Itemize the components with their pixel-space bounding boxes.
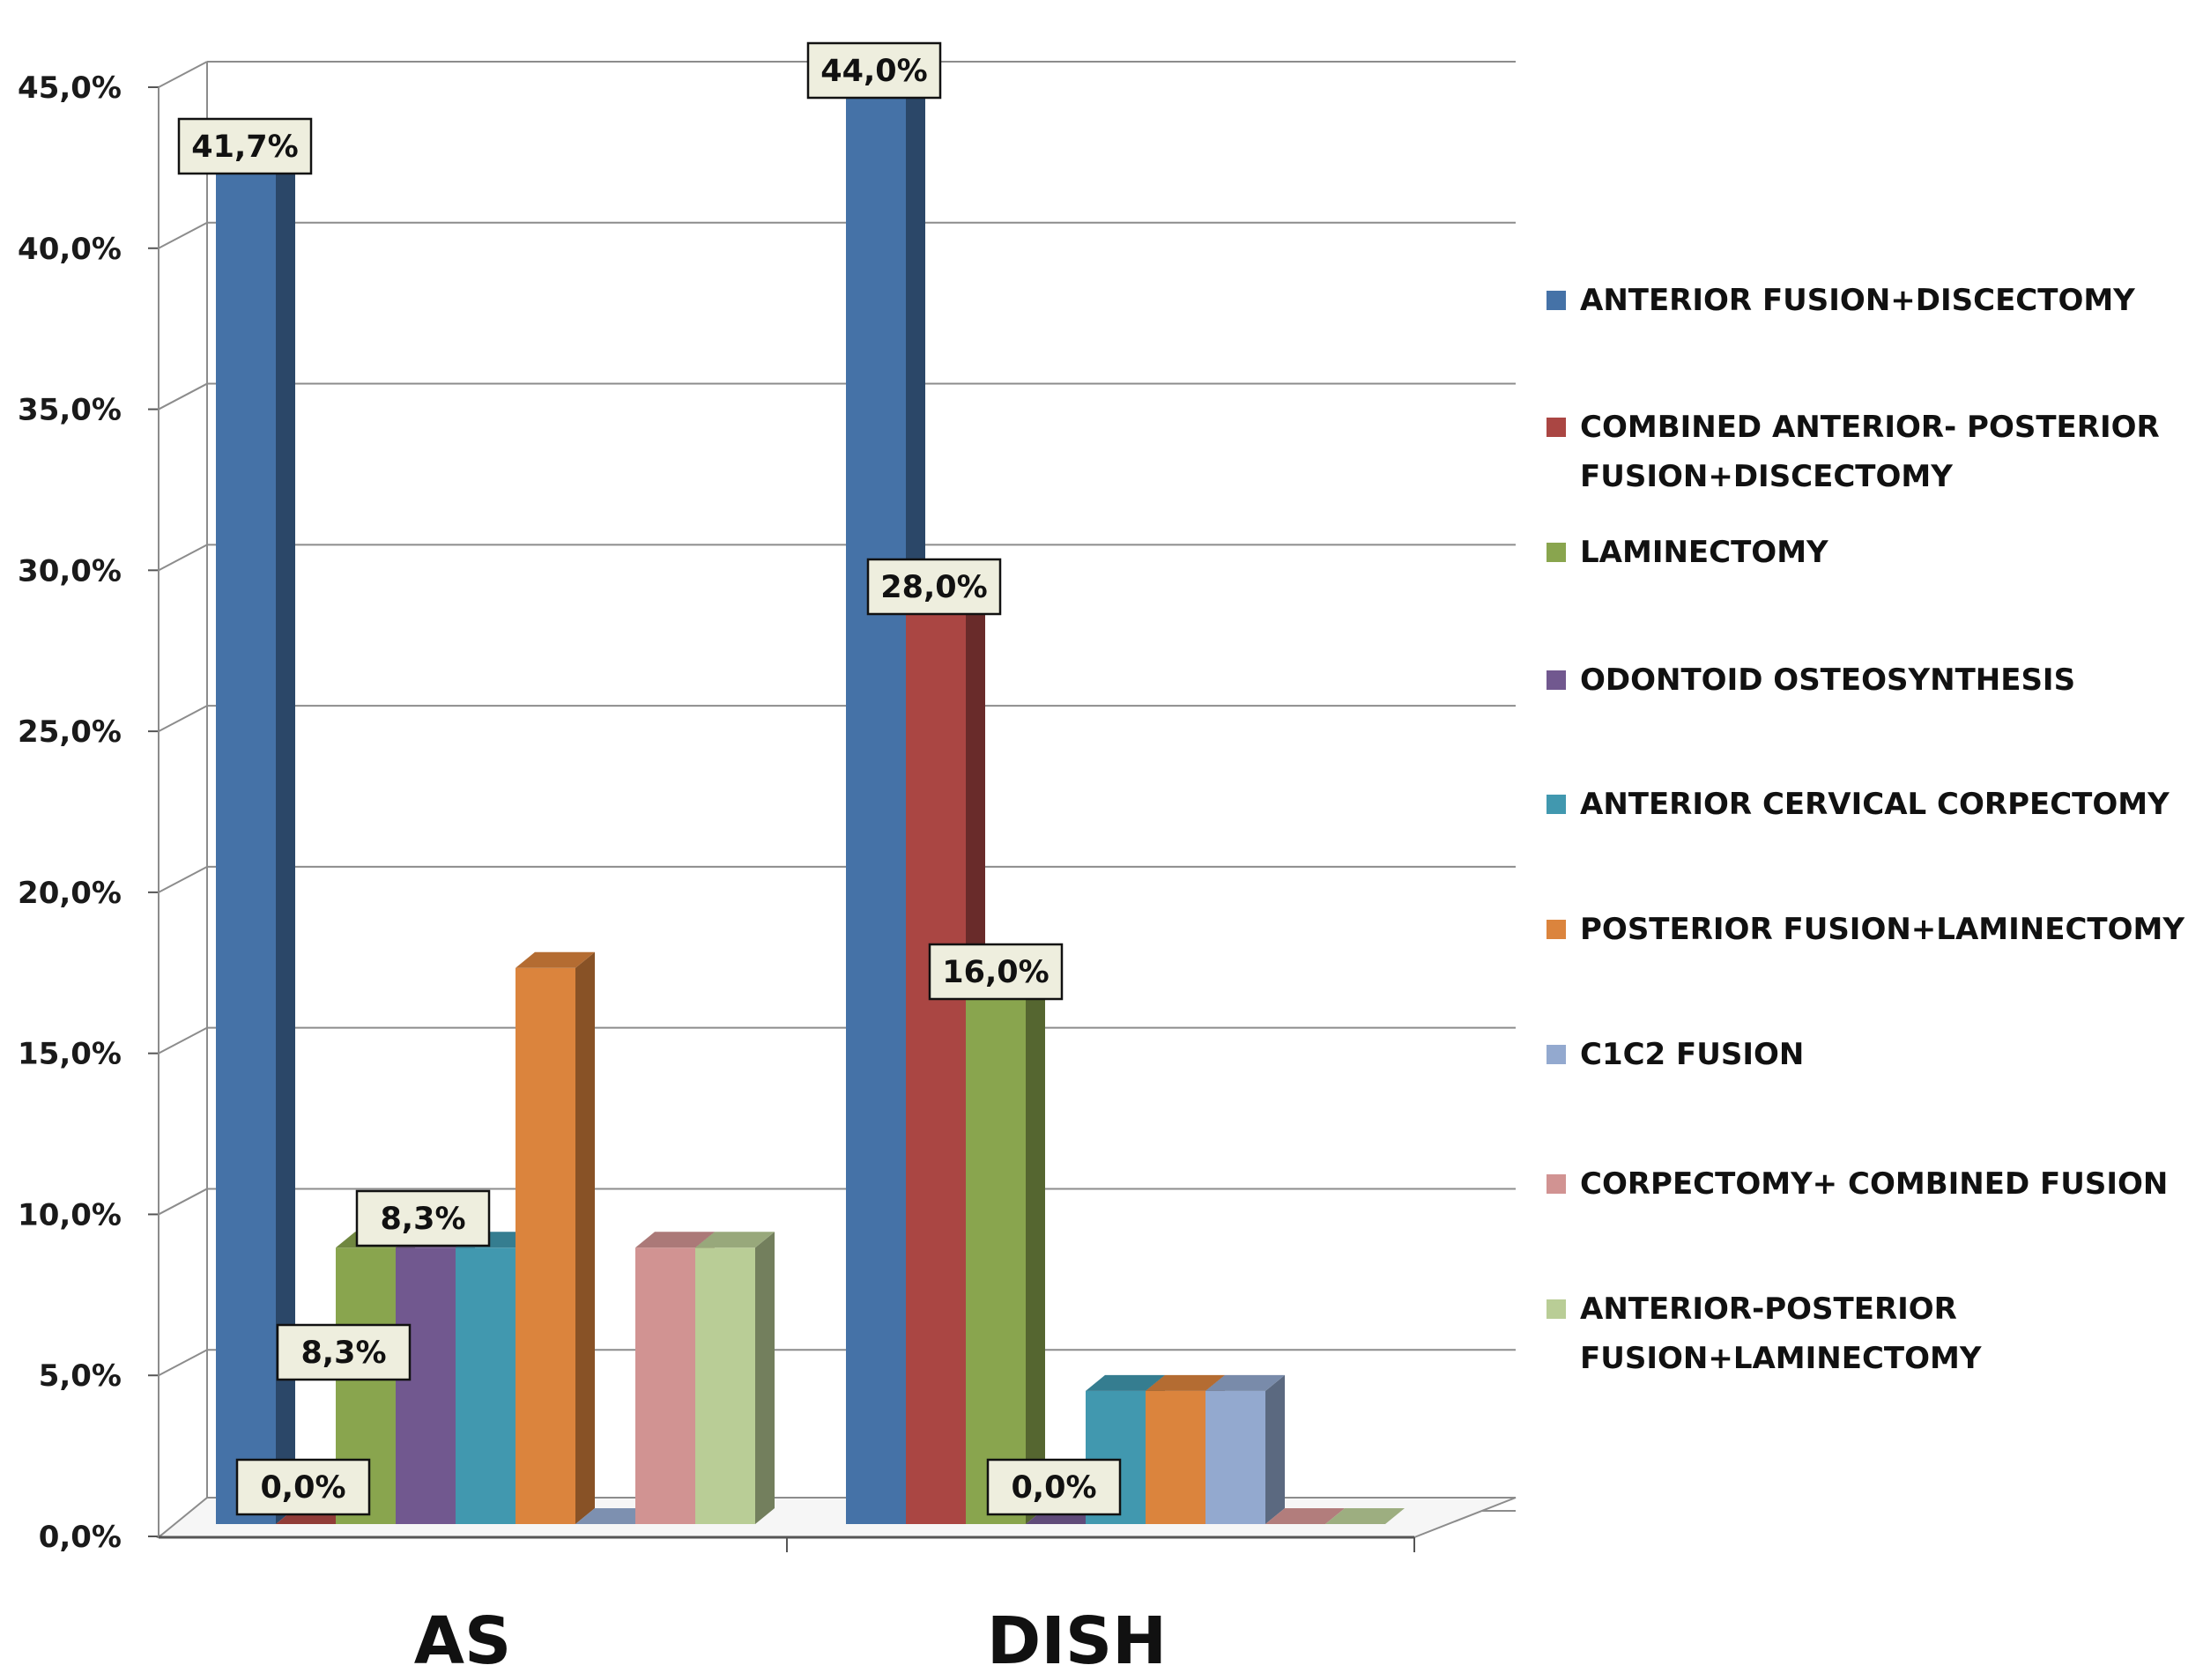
legend-entry: FUSION+DISCECTOMY — [1580, 459, 1953, 494]
legend-entry: COMBINED ANTERIOR- POSTERIOR — [1580, 410, 2160, 445]
data-label: 41,7% — [191, 130, 298, 165]
gridline-diagonal — [158, 544, 208, 572]
legend-entry: FUSION+LAMINECTOMY — [1580, 1341, 1982, 1376]
category-label: AS — [414, 1603, 512, 1676]
category-labels: AS DISH — [414, 1603, 1167, 1679]
y-tick-label: 45,0% — [18, 70, 122, 106]
y-tick-label: 30,0% — [18, 553, 122, 588]
gridline-diagonal — [158, 705, 208, 732]
data-label: 16,0% — [942, 955, 1049, 990]
bar-side — [1026, 975, 1045, 1524]
y-tick-labels: 0,0% 5,0% 10,0% 15,0% 20,0% 25,0% 30,0% 35,0% 40… — [18, 70, 122, 1555]
gridline-diagonal — [158, 382, 208, 411]
bar-top — [635, 1232, 715, 1248]
data-label-box — [276, 1323, 412, 1381]
bar — [1205, 1390, 1265, 1524]
data-label-box — [986, 1458, 1122, 1516]
bars — [216, 42, 1405, 1525]
legend-entry: C1C2 FUSION — [1580, 1037, 1804, 1072]
legend-entry: ANTERIOR-POSTERIOR — [1580, 1291, 1957, 1327]
data-label-box — [928, 943, 1064, 1001]
gridline-diagonal — [158, 866, 208, 893]
gridline-diagonal — [158, 221, 208, 249]
data-labels: 41,7% 0,0% 8,3% 8,3% 44,0% 28,0% 16,0% 0,0% — [177, 41, 1122, 1516]
legend-entry: CORPECTOMY+ COMBINED FUSION — [1580, 1166, 2168, 1202]
legend-swatch — [1547, 1045, 1566, 1064]
data-label-box — [355, 1189, 491, 1247]
category-label: DISH — [987, 1603, 1167, 1676]
data-label: 44,0% — [820, 54, 927, 89]
legend-swatch — [1547, 418, 1566, 437]
bar — [1146, 1390, 1205, 1524]
y-tick-label: 0,0% — [39, 1520, 122, 1555]
bar-side — [575, 951, 595, 1524]
legend-swatch — [1547, 1299, 1566, 1319]
bar-side — [276, 119, 295, 1525]
legend-entry: ANTERIOR FUSION+DISCECTOMY — [1580, 283, 2135, 318]
gridline-diagonal — [158, 61, 208, 88]
bar-top — [1205, 1374, 1285, 1391]
bar-top — [695, 1232, 775, 1248]
bar — [396, 1247, 456, 1524]
gridline-diagonal — [158, 1349, 208, 1377]
bar — [635, 1247, 695, 1524]
bar — [846, 58, 906, 1525]
legend-swatch — [1547, 795, 1566, 814]
legend-entry: POSTERIOR FUSION+LAMINECTOMY — [1580, 912, 2184, 947]
bar-top — [516, 951, 595, 968]
bar — [966, 991, 1026, 1524]
data-label-box — [177, 117, 313, 175]
bar — [456, 1247, 516, 1524]
legend-swatch — [1547, 1174, 1566, 1194]
data-label: 28,0% — [880, 570, 987, 605]
bar-side — [1265, 1374, 1285, 1524]
y-tick-label: 10,0% — [18, 1197, 122, 1232]
data-label: 0,0% — [1011, 1470, 1096, 1506]
legend-entry: LAMINECTOMY — [1580, 535, 1828, 570]
gridline-diagonal — [158, 1188, 208, 1216]
y-tick-label: 15,0% — [18, 1037, 122, 1072]
legend-entry: ODONTOID OSTEOSYNTHESIS — [1580, 662, 2075, 698]
bar-zero — [1325, 1508, 1405, 1524]
legend: ANTERIOR FUSION+DISCECTOMY COMBINED ANTER… — [1547, 283, 2184, 1376]
data-label-box — [806, 41, 942, 100]
y-tick-label: 20,0% — [18, 876, 122, 911]
legend-swatch — [1547, 920, 1566, 939]
data-label: 8,3% — [300, 1336, 386, 1371]
y-tick-label: 25,0% — [18, 714, 122, 750]
bar — [516, 967, 575, 1524]
bar-zero — [1265, 1508, 1345, 1524]
legend-swatch — [1547, 291, 1566, 310]
y-tick-label: 35,0% — [18, 393, 122, 428]
data-label-box — [866, 558, 1002, 616]
bar — [695, 1247, 755, 1524]
bar — [906, 591, 966, 1524]
gridline-diagonal — [158, 1026, 208, 1055]
y-tick-label: 5,0% — [39, 1358, 122, 1394]
bar — [216, 135, 276, 1525]
bar-side — [755, 1232, 775, 1524]
bar-top — [1086, 1374, 1165, 1391]
legend-swatch — [1547, 543, 1566, 562]
data-label: 0,0% — [260, 1470, 345, 1506]
bar-zero — [575, 1508, 655, 1524]
bar-top — [1146, 1374, 1225, 1391]
data-label: 8,3% — [380, 1202, 465, 1237]
data-label-box — [235, 1458, 371, 1516]
y-tick-label: 40,0% — [18, 232, 122, 267]
legend-entry: ANTERIOR CERVICAL CORPECTOMY — [1580, 787, 2170, 822]
legend-swatch — [1547, 670, 1566, 690]
